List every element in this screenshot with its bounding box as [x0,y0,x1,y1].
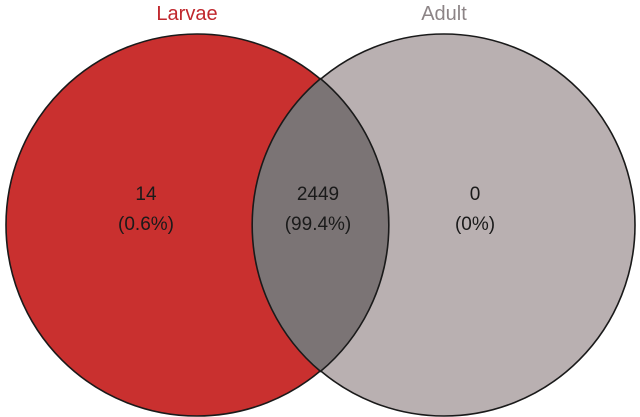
larvae-set-label: Larvae [156,3,217,25]
larvae-only-percent: (0.6%) [118,214,174,235]
adult-set-label: Adult [421,3,467,25]
larvae-only-count: 14 [135,184,157,205]
adult-only-percent: (0%) [455,214,495,235]
intersection-region [251,77,390,373]
intersection-percent: (99.4%) [285,214,352,235]
intersection-count: 2449 [297,184,339,205]
adult-only-count: 0 [470,184,481,205]
